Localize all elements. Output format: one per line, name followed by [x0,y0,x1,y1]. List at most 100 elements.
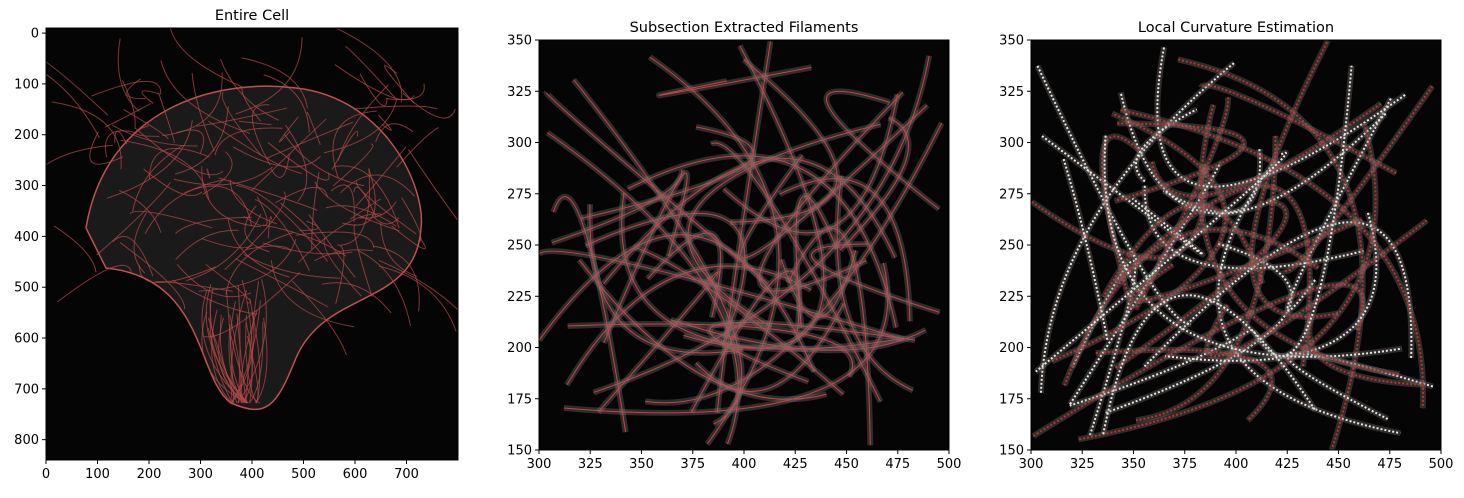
filament [1071,259,1137,436]
filament [121,80,136,129]
filament [621,192,901,350]
filament [1119,92,1387,215]
filament [196,107,288,127]
filament [695,303,844,392]
filament [160,60,251,134]
filament [224,191,286,271]
filament [1206,219,1428,358]
filament [209,288,233,404]
y-tick-label: 225 [999,290,1024,305]
filament [353,186,377,218]
filament [359,201,397,219]
filament [133,212,147,274]
filament [245,314,257,404]
x-tick-label: 350 [1121,457,1146,472]
filament [144,179,226,235]
filament [332,110,377,179]
filament [375,123,414,143]
filament [335,244,345,304]
filament [148,148,210,180]
filament [353,105,438,110]
y-tick-label: 200 [14,128,39,143]
filament [779,178,911,322]
filament [331,130,359,170]
filament [1039,62,1235,393]
y-tick-label: 175 [507,392,532,407]
filament [201,237,253,249]
filament [355,180,417,235]
filament [1095,348,1273,422]
filament [237,279,267,404]
filament [710,142,881,402]
filament [334,64,415,101]
filament [1051,112,1227,363]
x-tick-label: 0 [42,467,50,482]
filament [230,289,248,404]
filament [342,168,376,226]
filament [567,323,853,377]
filament [46,144,113,166]
chart-title: Subsection Extracted Filaments [630,20,859,36]
filament [235,258,329,308]
filament [380,221,418,277]
filament [262,224,347,257]
filament [106,120,193,199]
filament [132,144,183,212]
filament [716,41,771,413]
x-tick-label: 100 [85,467,110,482]
y-tick-label: 350 [999,34,1024,49]
filament [787,228,871,446]
filament [627,155,897,328]
filament [340,174,416,197]
x-tick-label: 300 [527,457,552,472]
filament [245,281,260,404]
x-tick-label: 400 [240,467,265,482]
filament [539,234,815,372]
x-tick-label: 700 [394,467,419,482]
filament [1131,218,1363,302]
filament [547,132,739,445]
filament [1062,158,1109,341]
filament-glow [1164,212,1380,364]
filament [262,242,353,255]
y-tick-label: 300 [999,136,1024,151]
filament [117,38,140,112]
x-tick-label: 500 [291,467,316,482]
filament [546,91,769,285]
filament [1031,164,1207,259]
filament [578,259,827,400]
filament [186,213,262,282]
filament [219,314,247,404]
filament [811,243,940,313]
y-tick-label: 350 [507,34,532,49]
filament [175,229,239,260]
filament [232,146,321,168]
y-tick-label: 150 [507,444,532,459]
x-tick-label: 325 [578,457,603,472]
filament [229,314,243,404]
filament [172,279,258,315]
filament [551,169,683,244]
filament [123,109,169,140]
filament [1101,135,1140,310]
x-tick-label: 425 [783,457,808,472]
filament [391,225,426,250]
filament [566,265,812,386]
filament [138,265,216,283]
filament [1114,200,1288,369]
filament [201,166,261,228]
filament [603,158,896,285]
x-tick-label: 375 [680,457,705,472]
filament [408,149,458,220]
filament [306,112,321,145]
y-tick-label: 150 [999,444,1024,459]
filament [162,72,223,137]
x-tick-label: 475 [1377,457,1402,472]
filament [175,216,252,234]
filament [141,90,160,104]
filament [1134,97,1230,310]
filament [1217,160,1401,435]
y-tick-label: 700 [14,382,39,397]
x-tick-label: 450 [834,457,859,472]
filament [230,335,260,404]
